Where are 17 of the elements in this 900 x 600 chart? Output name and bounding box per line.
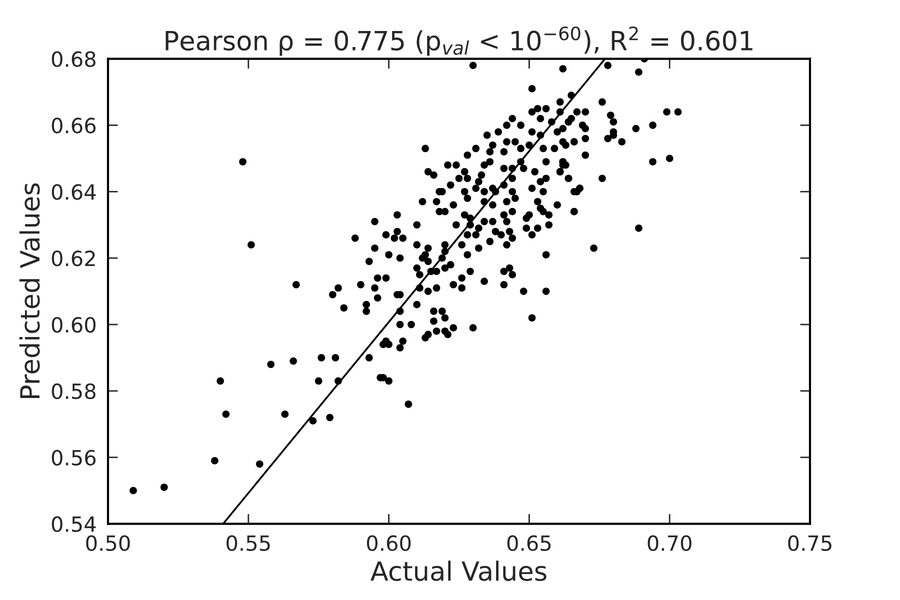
x-tick-label: 0.50 [86, 535, 130, 552]
y-tick-label: 0.66 [52, 118, 96, 134]
y-tick-label: 0.58 [52, 383, 96, 400]
x-tick-label: 0.55 [226, 535, 270, 552]
x-tick-label: 0.65 [507, 535, 551, 552]
y-tick-label: 0.54 [52, 516, 96, 532]
x-tick-label: 0.75 [788, 535, 832, 552]
x-axis-title: Actual Values [370, 560, 546, 582]
chart-title: Pearson ρ = 0.775 (p$_{val}$ < 10$^{−60}$), R$^{2}$ = 0.601 [166, 26, 752, 56]
y-axis-title: Predicted Values [19, 183, 40, 398]
y-tick-label: 0.56 [52, 450, 96, 466]
y-tick-label: 0.64 [52, 184, 96, 200]
x-tick-label: 0.60 [366, 535, 411, 552]
y-tick-label: 0.68 [52, 51, 96, 68]
y-tick-label: 0.62 [52, 250, 95, 266]
x-tick-label: 0.70 [648, 535, 692, 552]
y-tick-label: 0.60 [52, 316, 96, 333]
